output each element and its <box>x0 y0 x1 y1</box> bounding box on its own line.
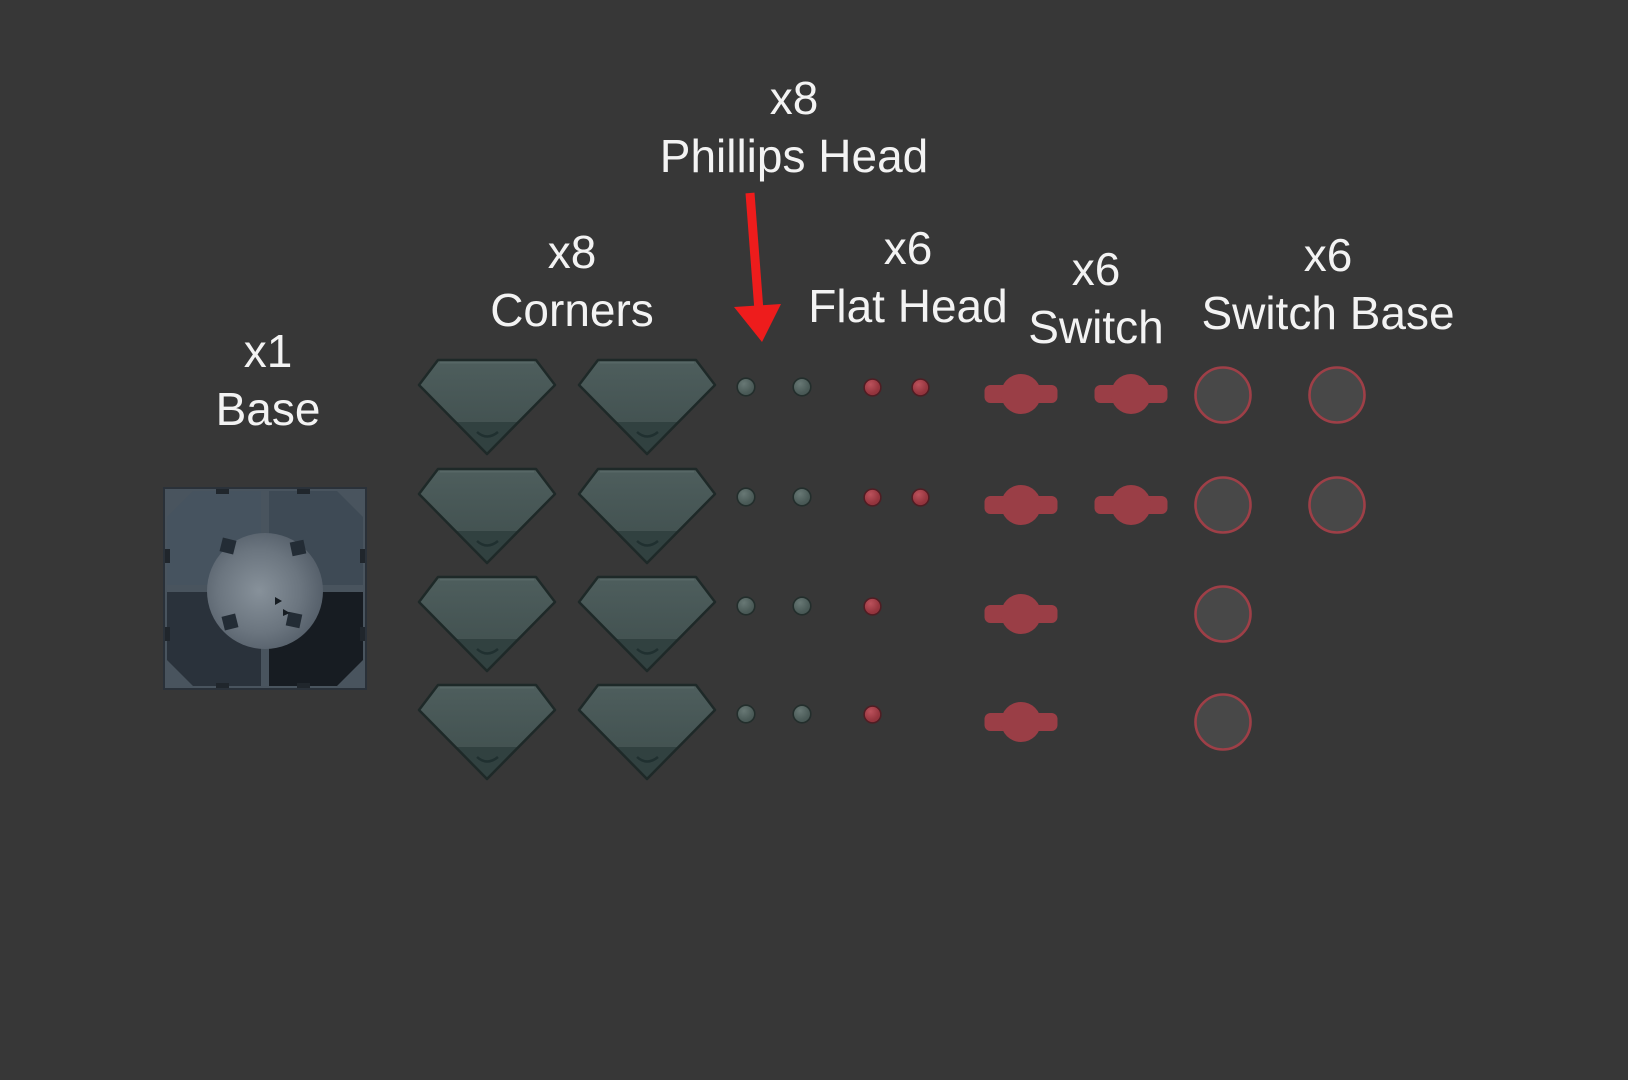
corner-part[interactable] <box>417 467 557 565</box>
switch-part[interactable] <box>984 701 1058 743</box>
switch-part[interactable] <box>984 593 1058 635</box>
switch-base-part[interactable] <box>1193 584 1253 644</box>
flat-head-screw-part[interactable] <box>863 705 882 724</box>
corners-count: x8 <box>547 226 597 278</box>
flat-head-screw-part[interactable] <box>863 378 882 397</box>
switch-part[interactable] <box>984 373 1058 415</box>
phillips-screw-part[interactable] <box>792 704 812 724</box>
label-switch: x6 Switch <box>1028 240 1163 356</box>
corner-part[interactable] <box>577 358 717 456</box>
phillips-head-name: Phillips Head <box>659 130 929 182</box>
switch-base-part[interactable] <box>1193 365 1253 425</box>
switch-base-part[interactable] <box>1307 475 1367 535</box>
base-part[interactable] <box>163 487 367 690</box>
switch-base-part[interactable] <box>1193 692 1253 752</box>
base-count: x1 <box>243 325 293 377</box>
label-corners: x8 Corners <box>490 223 654 339</box>
corner-part[interactable] <box>417 683 557 781</box>
label-base: x1 Base <box>216 322 321 438</box>
flat-head-count: x6 <box>883 222 933 274</box>
switch-base-part[interactable] <box>1193 475 1253 535</box>
switch-part[interactable] <box>984 484 1058 526</box>
flat-head-name: Flat Head <box>808 280 1008 332</box>
phillips-screw-part[interactable] <box>736 704 756 724</box>
phillips-screw-part[interactable] <box>792 377 812 397</box>
switch-base-part[interactable] <box>1307 365 1367 425</box>
phillips-screw-part[interactable] <box>736 596 756 616</box>
label-phillips-head: x8 Phillips Head <box>660 69 928 185</box>
phillips-screw-part[interactable] <box>792 487 812 507</box>
corners-name: Corners <box>490 284 654 336</box>
flat-head-screw-part[interactable] <box>911 378 930 397</box>
corner-part[interactable] <box>577 467 717 565</box>
corner-part[interactable] <box>577 683 717 781</box>
label-flat-head: x6 Flat Head <box>808 219 1007 335</box>
switch-part[interactable] <box>1094 373 1168 415</box>
switch-count: x6 <box>1071 243 1121 295</box>
corner-part[interactable] <box>417 575 557 673</box>
flat-head-screw-part[interactable] <box>863 488 882 507</box>
flat-head-screw-part[interactable] <box>911 488 930 507</box>
switch-base-name: Switch Base <box>1201 287 1455 339</box>
base-name: Base <box>215 383 321 435</box>
annotation-arrow-icon <box>734 192 781 342</box>
switch-part[interactable] <box>1094 484 1168 526</box>
corner-part[interactable] <box>577 575 717 673</box>
switch-base-count: x6 <box>1303 229 1353 281</box>
phillips-screw-part[interactable] <box>792 596 812 616</box>
phillips-head-count: x8 <box>769 72 819 124</box>
phillips-screw-part[interactable] <box>736 487 756 507</box>
flat-head-screw-part[interactable] <box>863 597 882 616</box>
phillips-screw-part[interactable] <box>736 377 756 397</box>
corner-part[interactable] <box>417 358 557 456</box>
label-switch-base: x6 Switch Base <box>1201 226 1454 342</box>
switch-name: Switch <box>1028 301 1164 353</box>
